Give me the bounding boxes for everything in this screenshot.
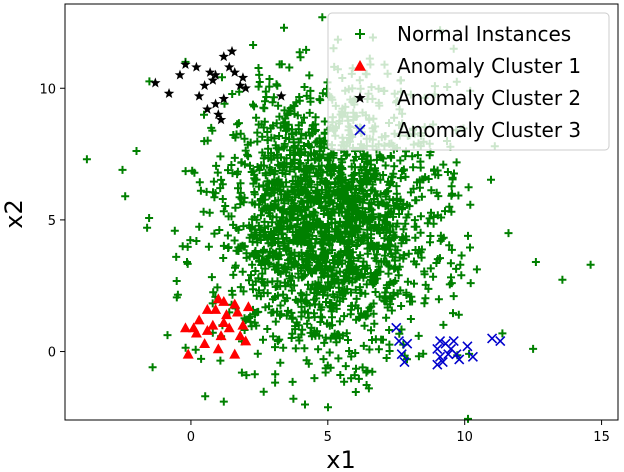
anomaly-2-point — [204, 66, 216, 77]
anomaly-2-point — [210, 98, 221, 109]
anomaly-3-point — [391, 322, 402, 333]
anomaly-2-point — [226, 45, 238, 56]
ticks-layer: 0 5 10 15 0 5 10 — [39, 82, 609, 445]
anomaly-1-point — [234, 330, 246, 341]
anomaly-1-point — [242, 301, 254, 312]
y-tick-label: 5 — [48, 214, 56, 229]
anomaly-3-point — [443, 349, 454, 360]
anomaly-1-point — [179, 322, 191, 333]
anomaly-2-point — [237, 72, 249, 83]
anomaly-1-point — [190, 327, 202, 338]
anomaly-3-point — [451, 349, 462, 360]
anomaly-3-point — [495, 335, 506, 347]
legend: Normal Instances Anomaly Cluster 1 Anomaly… — [327, 12, 610, 151]
anomaly-1-point — [237, 319, 249, 330]
anomaly-1-point — [231, 306, 243, 317]
x-tick-label: 10 — [456, 430, 473, 445]
anomaly-1-point — [193, 314, 205, 325]
anomaly-3-point — [434, 351, 446, 362]
anomaly-1-point — [199, 338, 211, 349]
legend-label-2: Anomaly Cluster 1 — [397, 54, 581, 78]
anomaly-2-point — [215, 114, 227, 125]
anomaly-1-point — [210, 303, 222, 314]
legend-marker-3 — [354, 92, 366, 103]
anomaly-1-point — [223, 322, 235, 333]
y-tick-label: 0 — [48, 346, 56, 361]
anomaly-2-point — [240, 82, 251, 93]
x-tick-label: 5 — [324, 430, 332, 445]
anomaly-1-point — [201, 324, 213, 335]
anomaly-1-point — [229, 348, 241, 359]
x-tick-label: 0 — [187, 430, 195, 445]
anomaly-1-point — [182, 348, 194, 359]
anomaly-1-point — [212, 343, 224, 354]
anomaly-3-point — [448, 335, 459, 347]
anomaly-3-point — [467, 351, 478, 362]
anomaly-2-point — [150, 77, 161, 88]
anomaly-2-point — [193, 90, 205, 101]
anomaly-3-point — [402, 338, 413, 349]
anomaly-1-point — [201, 303, 213, 314]
anomaly-3-point — [393, 335, 405, 347]
anomaly-1-point — [218, 296, 230, 306]
anomaly-1-point — [221, 309, 233, 320]
anomaly-2-point — [163, 88, 175, 98]
legend-marker-2 — [354, 60, 366, 71]
anomaly-2-point — [202, 103, 213, 114]
legend-label-3: Anomaly Cluster 2 — [397, 86, 581, 110]
anomaly-2-point — [191, 61, 202, 72]
anomaly-1-point — [215, 330, 227, 341]
anomaly-2-point — [210, 69, 221, 80]
anomaly-1-point — [218, 317, 230, 327]
anomaly-2-point — [213, 109, 224, 120]
anomaly-1-point — [212, 293, 224, 304]
anomaly-2-point — [199, 80, 210, 91]
anomaly-2-point — [224, 61, 235, 72]
y-tick-label: 10 — [39, 82, 56, 97]
anomaly-2-point — [218, 93, 230, 104]
anomaly-2-point — [234, 80, 246, 91]
anomaly-1-point — [240, 335, 252, 346]
anomaly-1-point — [207, 319, 219, 330]
anomaly-2-point — [276, 90, 287, 101]
plot-frame — [64, 3, 619, 421]
anomaly-3-point — [396, 349, 407, 360]
anomaly-2-point — [174, 69, 186, 80]
anomaly-3-point — [432, 359, 443, 370]
x-axis-label: x1 — [326, 446, 355, 472]
legend-label-1: Normal Instances — [397, 22, 571, 46]
anomaly-3-point — [454, 354, 465, 365]
legend-label-4: Anomaly Cluster 3 — [397, 118, 581, 142]
anomaly-3-point — [432, 343, 443, 354]
anomaly-3-point — [462, 341, 473, 352]
anomaly-1-point — [229, 298, 241, 309]
anomaly-2-point — [207, 74, 219, 85]
anomaly-3-point — [434, 335, 446, 347]
anomaly-2-point — [180, 59, 191, 70]
anomaly-3-point — [437, 357, 448, 368]
y-axis-label: x2 — [0, 199, 28, 228]
anomaly-2-point — [218, 51, 230, 62]
anomaly-2-point — [229, 66, 240, 77]
anomaly-3-point — [487, 333, 498, 344]
legend-marker-1 — [355, 29, 365, 39]
legend-marker-4 — [354, 124, 366, 136]
x-tick-label: 15 — [593, 430, 610, 445]
anomaly-3-point — [399, 357, 410, 368]
legend-box — [327, 12, 610, 151]
